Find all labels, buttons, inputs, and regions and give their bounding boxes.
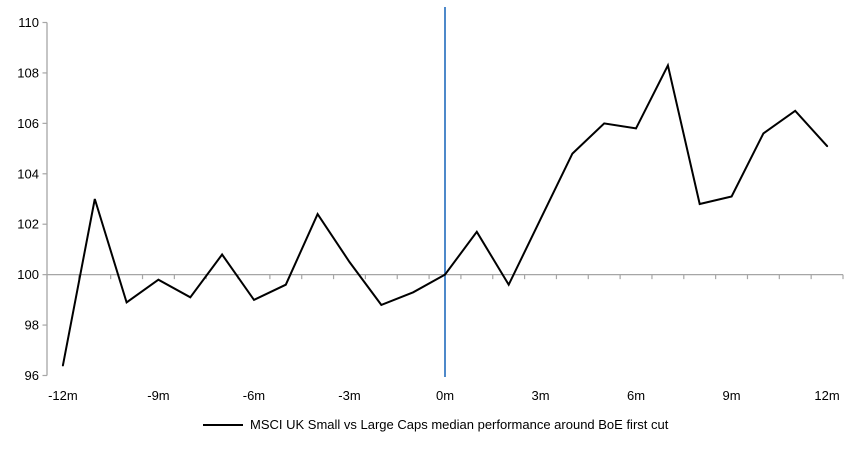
x-tick-label: -3m bbox=[338, 388, 360, 403]
y-tick-label: 98 bbox=[25, 318, 39, 333]
x-tick-label: 0m bbox=[436, 388, 454, 403]
x-tick-label: -6m bbox=[243, 388, 265, 403]
y-tick-label: 108 bbox=[17, 65, 39, 80]
y-tick-label: 102 bbox=[17, 217, 39, 232]
y-tick-label: 110 bbox=[18, 15, 39, 30]
x-tick-label: -9m bbox=[147, 388, 169, 403]
legend-line-swatch bbox=[203, 424, 243, 426]
legend: MSCI UK Small vs Large Caps median perfo… bbox=[203, 417, 668, 433]
x-tick-label: 6m bbox=[627, 388, 645, 403]
y-tick-label: 96 bbox=[25, 368, 39, 383]
legend-label: MSCI UK Small vs Large Caps median perfo… bbox=[250, 417, 669, 432]
x-tick-label: 12m bbox=[814, 388, 839, 403]
x-tick-label: -12m bbox=[48, 388, 78, 403]
series-line bbox=[61, 62, 829, 367]
x-tick-label: 9m bbox=[723, 388, 741, 403]
y-tick-label: 106 bbox=[17, 116, 39, 131]
y-tick-label: 104 bbox=[17, 166, 39, 181]
y-tick-label: 100 bbox=[17, 267, 39, 282]
x-tick-label: 3m bbox=[531, 388, 549, 403]
